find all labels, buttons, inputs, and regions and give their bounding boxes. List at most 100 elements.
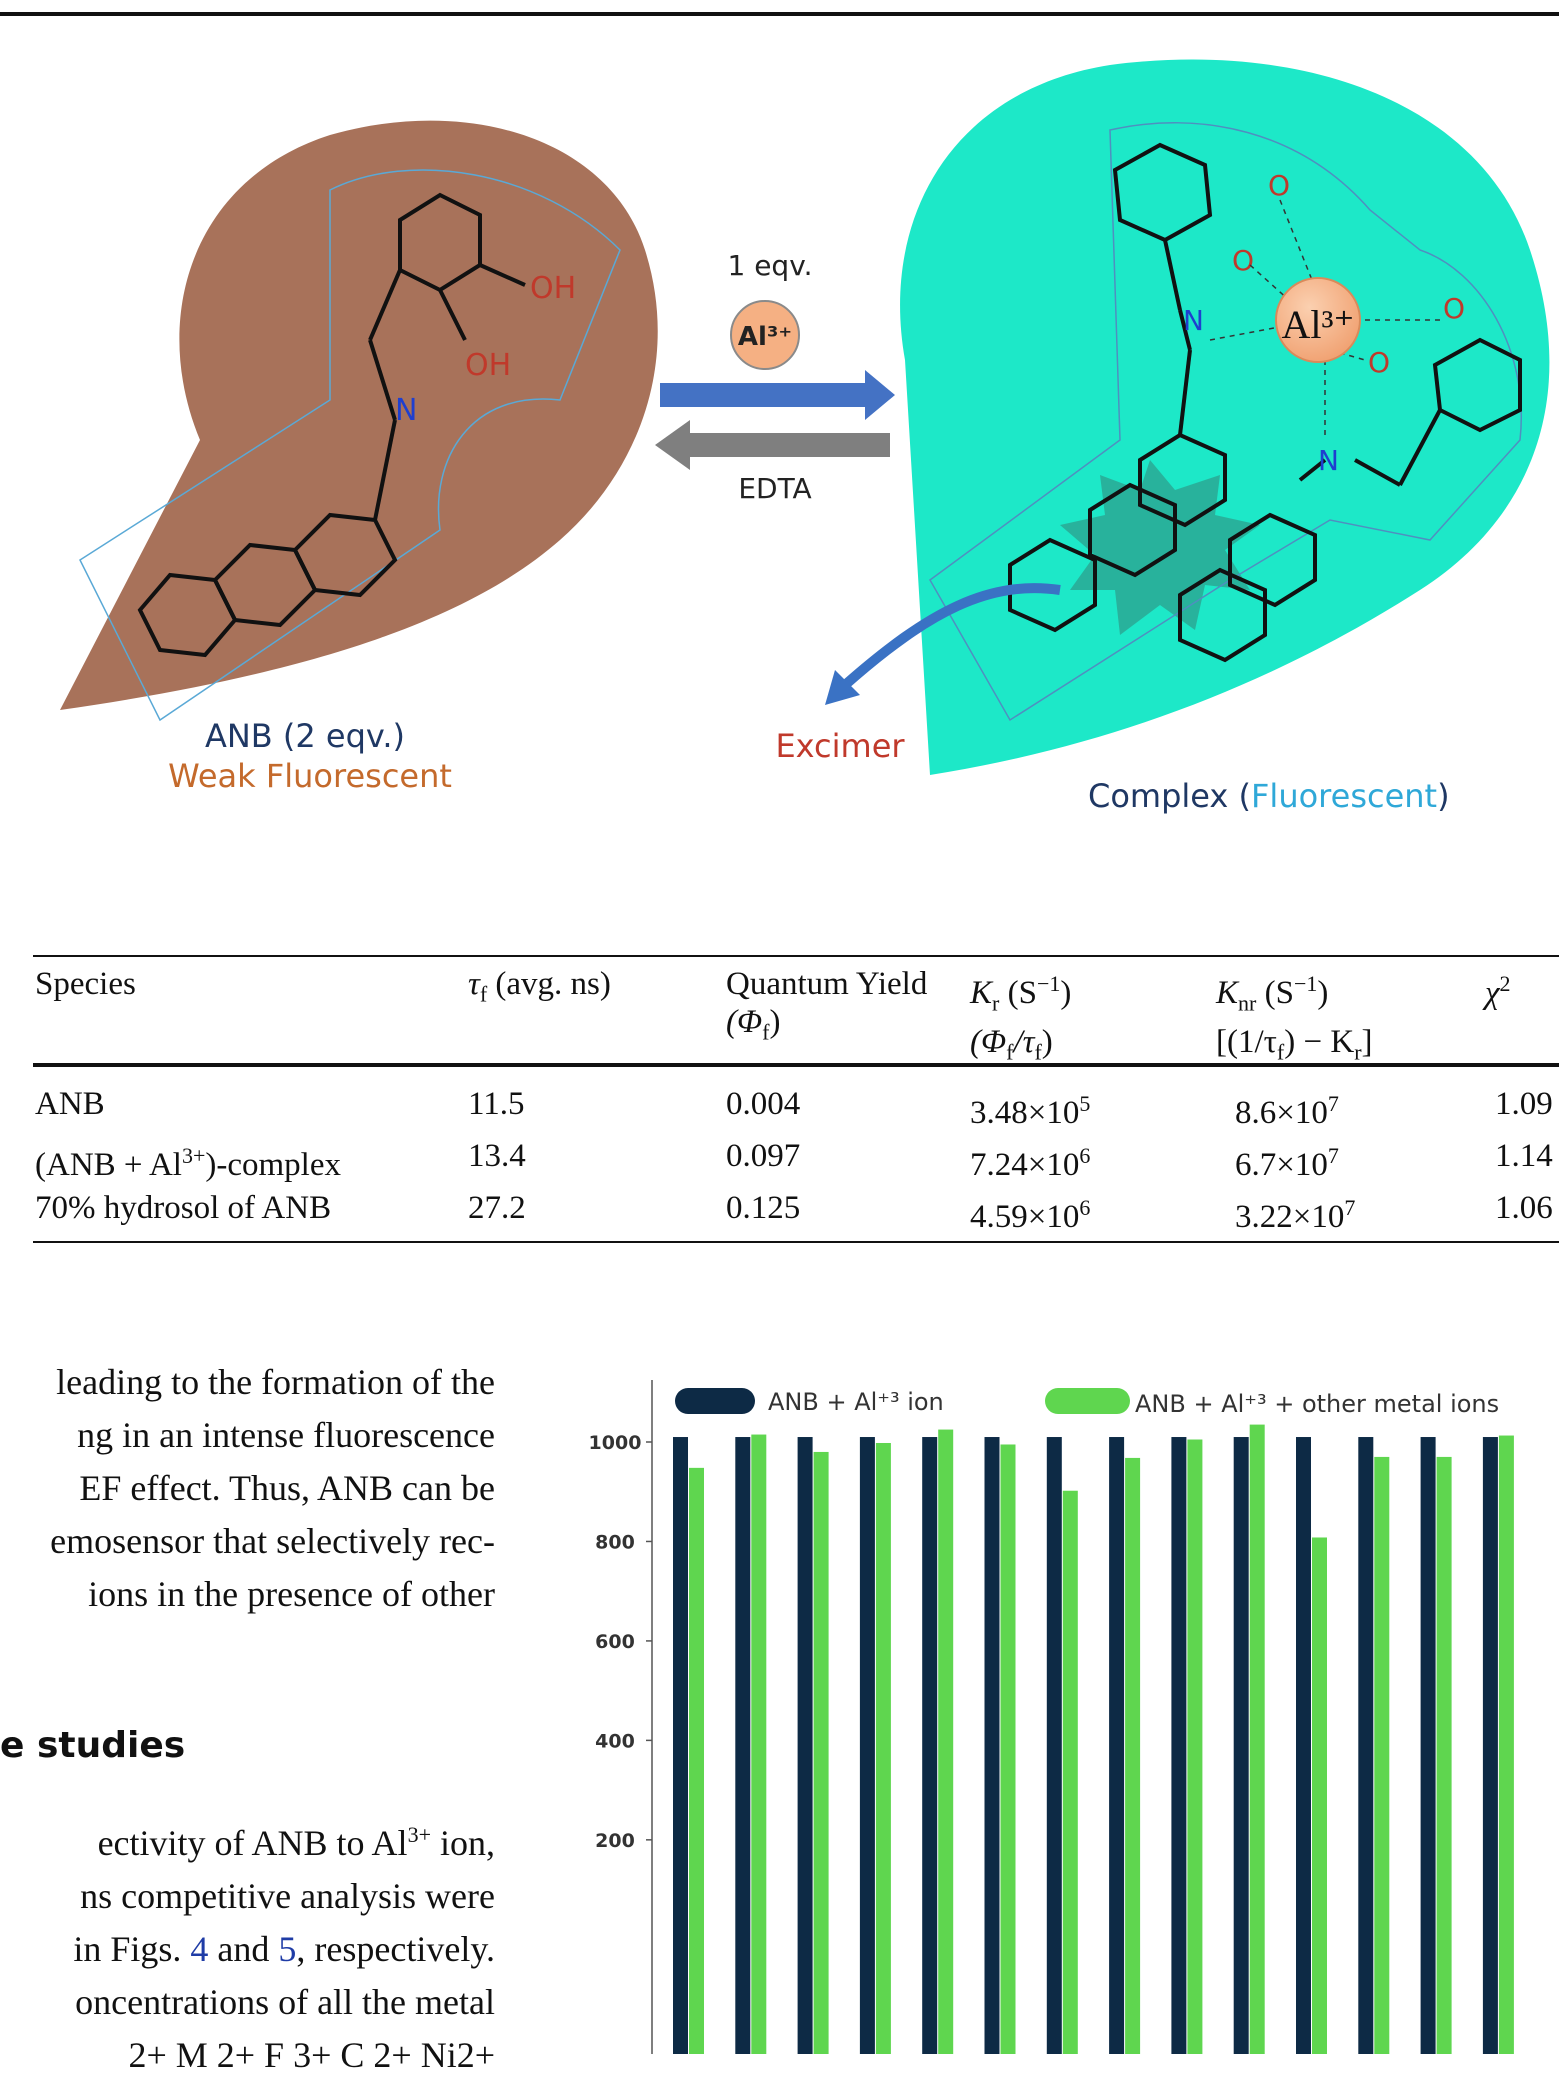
row1-knr: 8.6×107 (1235, 1091, 1339, 1131)
bar-series-1-group-13 (1420, 1437, 1436, 2054)
ligand-state-label: Weak Fluorescent (168, 757, 452, 795)
header-tau: τf (avg. ns) (468, 966, 611, 1007)
atom-n-complex-1: N (1183, 304, 1204, 337)
table-bottom-rule (33, 1241, 1559, 1243)
row1-species: ANB (35, 1086, 105, 1122)
ligand-blob (60, 120, 658, 711)
paragraph-1-line: ions in the presence of other (88, 1574, 495, 1614)
paragraph-2-line: oncentrations of all the metal (75, 1982, 495, 2022)
row1-tau: 11.5 (468, 1086, 525, 1122)
excimer-arrow (841, 583, 1061, 689)
bar-series-2-group-8 (1125, 1457, 1141, 2054)
atom-n-ligand: N (395, 393, 417, 428)
y-tick-label: 800 (595, 1531, 635, 1553)
atom-o-4: O (1368, 346, 1390, 379)
legend-label-series-1: ANB + Al⁺³ ion (768, 1388, 944, 1416)
paragraph-1-line: leading to the formation of the (56, 1362, 495, 1402)
excimer-star (1060, 460, 1260, 635)
paragraph-2-line: ns competitive analysis were (80, 1876, 495, 1916)
paragraph-1-line: EF effect. Thus, ANB can be (79, 1468, 495, 1508)
ligand-outline (79, 169, 621, 722)
bar-series-2-group-12 (1374, 1456, 1390, 2054)
header-kr: Kr (S−1) (Φf/τf) (970, 971, 1072, 1065)
bar-series-1-group-3 (797, 1437, 813, 2054)
bar-series-2-group-6 (1000, 1444, 1016, 2054)
paragraph-2-line: in Figs. 4 and 5, respectively. (73, 1929, 495, 1969)
bar-series-1-group-12 (1358, 1437, 1374, 2054)
bar-series-1-group-7 (1046, 1437, 1062, 2054)
row1-chi: 1.09 (1495, 1086, 1553, 1122)
atom-o-1: O (1268, 169, 1290, 202)
row1-qy: 0.004 (726, 1086, 801, 1122)
row3-tau: 27.2 (468, 1190, 526, 1226)
header-chi-squared: χ2 (1485, 971, 1511, 1011)
bar-series-2-group-9 (1187, 1439, 1203, 2054)
header-knr: Knr (S−1) [(1/τf) − Kr] (1216, 971, 1373, 1065)
bar-series-1-group-5 (922, 1437, 938, 2054)
al-ion-circle (730, 300, 800, 370)
coordination-bonds (1209, 199, 1440, 440)
bar-series-1-group-10 (1233, 1437, 1249, 2054)
row2-species: (ANB + Al3+)-complex (35, 1143, 341, 1183)
row2-kr: 7.24×106 (970, 1143, 1091, 1183)
reagent-amount-label: 1 eqv. (727, 249, 812, 282)
paragraph-2-line: 2+ M 2+ F 3+ C 2+ Ni2+ (128, 2035, 495, 2075)
legend-label-series-2: ANB + Al⁺³ + other metal ions (1135, 1390, 1499, 1418)
bar-series-2-group-10 (1249, 1424, 1265, 2054)
header-quantum-yield: Quantum Yield (Φf) (726, 966, 928, 1045)
bar-series-1-group-2 (735, 1437, 751, 2054)
forward-arrow (660, 370, 895, 420)
bar-series-1-group-11 (1296, 1437, 1311, 2054)
bar-series-2-group-2 (751, 1434, 767, 2054)
complex-blob (900, 59, 1550, 775)
row3-knr: 3.22×107 (1235, 1195, 1356, 1235)
bar-series-1-group-6 (984, 1437, 1000, 2054)
row2-knr: 6.7×107 (1235, 1143, 1339, 1183)
row2-tau: 13.4 (468, 1138, 526, 1174)
ligand-name-label: ANB (2 eqv.) (205, 717, 405, 755)
reverse-arrow (655, 420, 890, 470)
table-top-rule (33, 955, 1559, 957)
excimer-label: Excimer (775, 727, 905, 765)
ligand-structure (137, 192, 526, 658)
bar-series-1-group-8 (1109, 1437, 1125, 2054)
atom-o-3: O (1443, 292, 1465, 325)
bar-series-1-group-1 (673, 1437, 688, 2054)
atom-oh-1: OH (530, 271, 576, 306)
reaction-scheme: OH OH N ANB (2 eqv.) Weak Fluorescent 1 … (60, 59, 1550, 815)
paragraph-1-line: emosensor that selectively rec- (50, 1521, 495, 1561)
atom-n-complex-2: N (1318, 444, 1339, 477)
bar-series-2-group-7 (1062, 1490, 1078, 2054)
header-species: Species (35, 966, 136, 1002)
figure-5-link[interactable]: 5 (278, 1929, 297, 1969)
figure-4-link[interactable]: 4 (190, 1929, 209, 1969)
bar-series-1-group-9 (1171, 1437, 1187, 2054)
bar-series-2-group-1 (689, 1467, 704, 2054)
y-tick-label: 600 (595, 1631, 635, 1653)
page-top-rule (0, 12, 1559, 16)
complex-structure (1008, 142, 1522, 663)
complex-name-label: Complex (Fluorescent) (1088, 777, 1450, 815)
y-tick-label: 1000 (589, 1432, 642, 1454)
bar-series-2-group-13 (1436, 1456, 1452, 2054)
row2-chi: 1.14 (1495, 1138, 1553, 1174)
row3-kr: 4.59×106 (970, 1195, 1091, 1235)
row2-qy: 0.097 (726, 1138, 801, 1174)
excimer-arrow-head (825, 670, 860, 705)
complex-al-ion-circle (1275, 277, 1361, 363)
paragraph-1: leading to the formation of the ng in an… (0, 1356, 495, 1621)
y-tick-label: 200 (595, 1830, 635, 1852)
bar-series-2-group-14 (1498, 1435, 1514, 2054)
row1-kr: 3.48×105 (970, 1091, 1091, 1131)
atom-o-2: O (1232, 244, 1254, 277)
complex-ion-label: Al³⁺ (1281, 302, 1354, 347)
reagent-ion-label: Al³⁺ (738, 322, 792, 352)
bar-series-2-group-5 (938, 1429, 954, 2054)
complex-outline (929, 122, 1522, 722)
bar-series-1-group-4 (859, 1437, 875, 2054)
paragraph-1-line: ng in an intense fluorescence (77, 1415, 495, 1455)
atom-oh-2: OH (465, 348, 511, 383)
bar-series-2-group-11 (1312, 1537, 1327, 2054)
section-heading: e studies (0, 1725, 186, 1766)
selectivity-bar-chart: 1000 800 600 400 200 ANB + Al⁺³ ion ANB + Al… (589, 1380, 1514, 2054)
